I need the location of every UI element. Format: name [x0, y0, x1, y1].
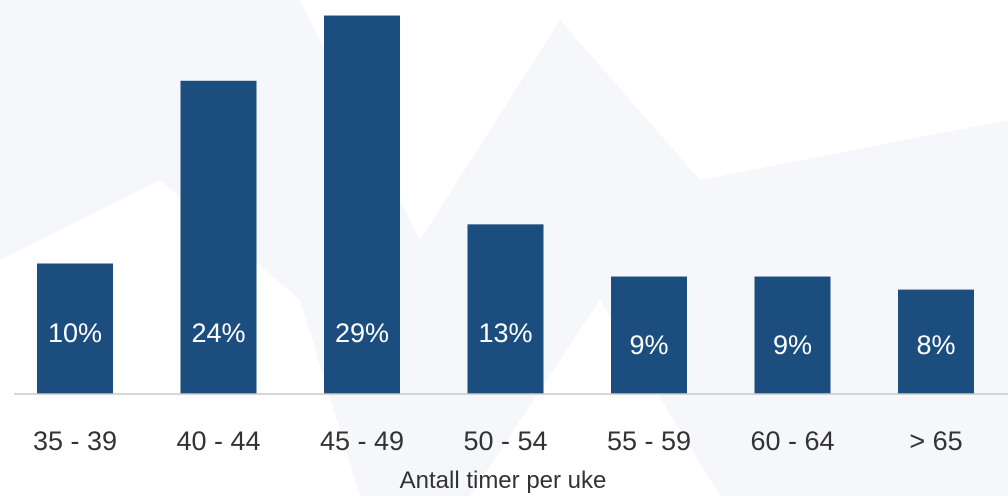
- bar-value-label-4: 9%: [629, 330, 668, 360]
- bar-labels-layer: 10% 24% 29% 13% 9% 9% 8%: [48, 318, 956, 360]
- x-tick-label-0: 35 - 39: [33, 426, 117, 456]
- x-tick-labels: 35 - 39 40 - 44 45 - 49 50 - 54 55 - 59 60 - …: [33, 426, 963, 456]
- x-tick-label-6: > 65: [909, 426, 962, 456]
- bar-value-label-2: 29%: [335, 318, 389, 348]
- bar-value-label-1: 24%: [191, 318, 245, 348]
- bar-value-label-5: 9%: [773, 330, 812, 360]
- x-axis-title: Antall timer per uke: [400, 467, 607, 494]
- bar-value-label-0: 10%: [48, 318, 102, 348]
- bar-3: [467, 224, 544, 394]
- bar-5: [754, 276, 831, 394]
- bar-2: [324, 15, 400, 395]
- x-tick-label-2: 45 - 49: [320, 426, 404, 456]
- bar-0: [37, 263, 113, 394]
- x-tick-label-4: 55 - 59: [607, 426, 691, 456]
- x-tick-label-1: 40 - 44: [176, 426, 260, 456]
- bars-layer: [37, 15, 974, 395]
- bar-value-label-6: 8%: [916, 330, 955, 360]
- bar-6: [898, 289, 974, 394]
- bar-1: [180, 80, 257, 394]
- x-tick-label-5: 60 - 64: [750, 426, 834, 456]
- bar-4: [611, 276, 687, 394]
- bar-value-label-3: 13%: [478, 318, 532, 348]
- x-tick-label-3: 50 - 54: [463, 426, 547, 456]
